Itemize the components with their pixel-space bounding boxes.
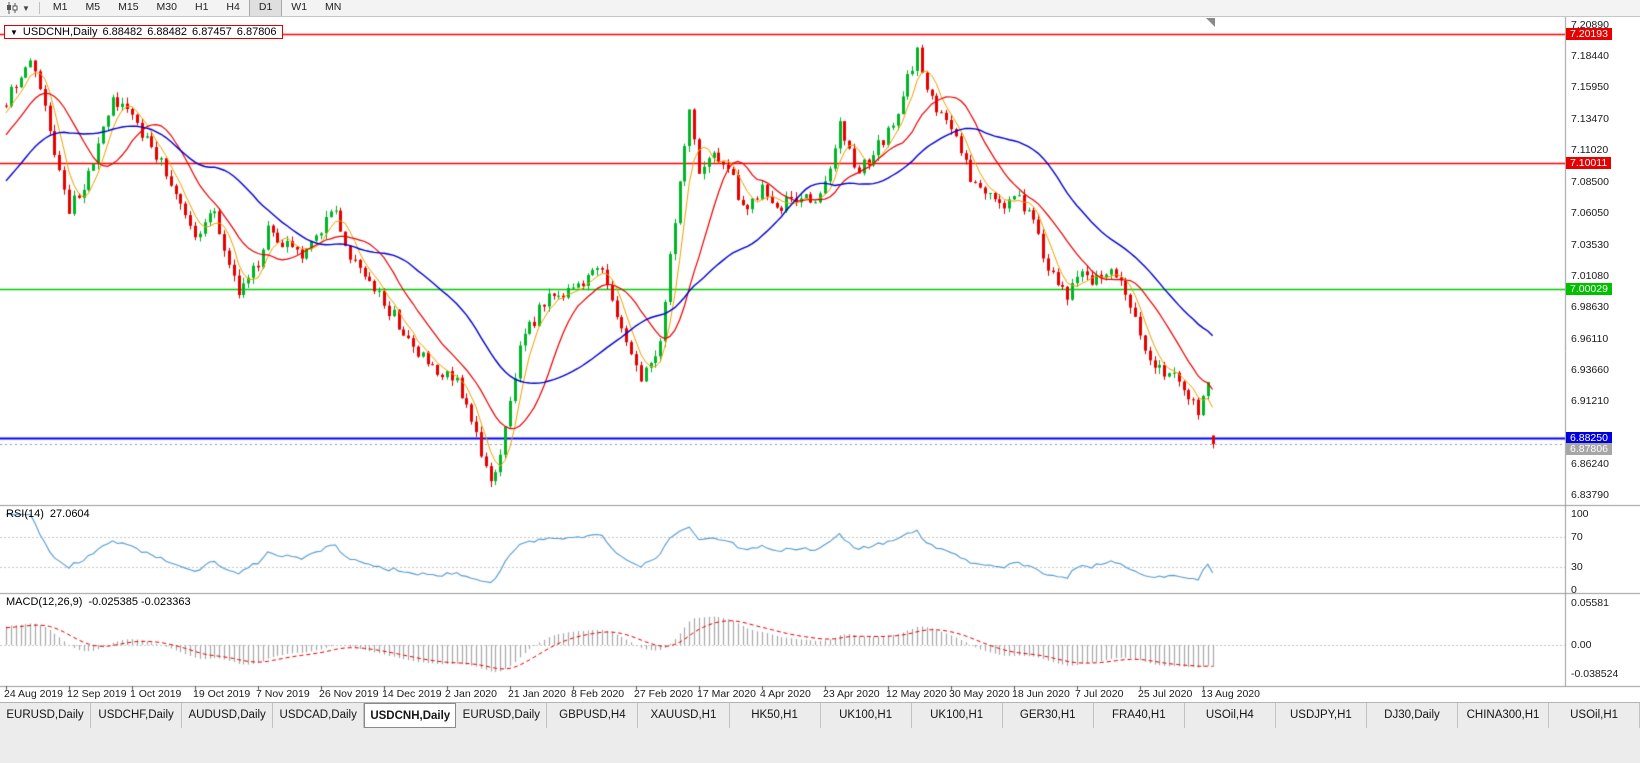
chart-tab-fra40-h1[interactable]: FRA40,H1 xyxy=(1093,703,1185,728)
macd-axis-label: 0.05581 xyxy=(1571,597,1609,610)
date-axis-label: 4 Apr 2020 xyxy=(760,688,811,700)
date-axis-label: 17 Mar 2020 xyxy=(697,688,756,700)
date-axis-label: 12 Sep 2019 xyxy=(67,688,127,700)
chart-tab-eurusd-daily[interactable]: EURUSD,Daily xyxy=(456,703,548,728)
timeframe-button-m5[interactable]: M5 xyxy=(85,1,101,13)
date-axis-label: 12 May 2020 xyxy=(886,688,947,700)
date-axis-label: 1 Oct 2019 xyxy=(130,688,182,700)
price-axis-label: 7.13470 xyxy=(1571,112,1609,125)
price-axis-label: 7.18440 xyxy=(1571,49,1609,62)
price-axis-label: 7.08500 xyxy=(1571,175,1609,188)
rsi-axis-label: 30 xyxy=(1571,561,1583,574)
chart-tab-usdcnh-daily[interactable]: USDCNH,Daily xyxy=(364,703,457,728)
price-axis-label: 6.86240 xyxy=(1571,457,1609,470)
collapse-triangle-icon[interactable]: ▼ xyxy=(10,27,18,37)
chart-tab-dj30-daily[interactable]: DJ30,Daily xyxy=(1366,703,1458,728)
price-axis-label: 7.11020 xyxy=(1571,143,1609,156)
timeframe-button-h4[interactable]: H4 xyxy=(226,1,240,13)
timeframe-toolbar: ▼ M1 M5 M15 M30 H1 H4 D1 W1 MN xyxy=(0,0,1640,17)
date-axis-label: 13 Aug 2020 xyxy=(1201,688,1260,700)
macd-values: -0.025385 -0.023363 xyxy=(88,596,191,608)
price-badge: 6.88250 xyxy=(1566,432,1612,445)
chart-tab-uk100-h1[interactable]: UK100,H1 xyxy=(820,703,912,728)
chart-tab-usoil-h1[interactable]: USOil,H1 xyxy=(1549,703,1640,728)
bottom-bar: EURUSD,Daily USDCHF,Daily AUDUSD,Daily USDC… xyxy=(0,702,1640,763)
ohlc-open: 6.88482 xyxy=(102,25,143,38)
price-badge: 6.87806 xyxy=(1566,443,1612,456)
macd-name: MACD(12,26,9) xyxy=(6,596,83,608)
price-axis-label: 6.96110 xyxy=(1571,332,1609,345)
candlestick-chart-icon xyxy=(7,2,18,14)
chart-tab-xauusd-h1[interactable]: XAUUSD,H1 xyxy=(638,703,730,728)
date-axis-label: 25 Jul 2020 xyxy=(1138,688,1193,700)
date-axis-label: 18 Jun 2020 xyxy=(1012,688,1070,700)
chart-tab-usdchf-daily[interactable]: USDCHF,Daily xyxy=(91,703,183,728)
macd-axis-label: 0.00 xyxy=(1571,639,1592,651)
chevron-down-icon: ▼ xyxy=(22,3,30,13)
rsi-indicator-label: RSI(14) 27.0604 xyxy=(6,508,90,520)
rsi-value: 27.0604 xyxy=(49,508,90,520)
macd-axis-label: -0.038524 xyxy=(1571,667,1619,680)
timeframe-button-d1[interactable]: D1 xyxy=(248,0,283,16)
price-badge: 7.00029 xyxy=(1566,283,1612,296)
rsi-name: RSI(14) xyxy=(6,508,44,520)
macd-indicator-label: MACD(12,26,9) -0.025385 -0.023363 xyxy=(6,596,191,608)
date-axis-label: 7 Jul 2020 xyxy=(1075,688,1124,700)
chart-shift-marker[interactable] xyxy=(1206,18,1215,27)
chart-tab-usdjpy-h1[interactable]: USDJPY,H1 xyxy=(1275,703,1367,728)
ohlc-low: 6.87457 xyxy=(192,25,232,38)
chart-tab-usoil-h4[interactable]: USOil,H4 xyxy=(1184,703,1276,728)
chart-tab-audusd-daily[interactable]: AUDUSD,Daily xyxy=(182,703,274,728)
timeframe-buttons: M1 M5 M15 M30 H1 H4 D1 W1 MN xyxy=(44,0,350,16)
price-axis-label: 6.91210 xyxy=(1571,394,1609,407)
timeframe-button-h1[interactable]: H1 xyxy=(194,1,209,13)
date-axis-label: 27 Feb 2020 xyxy=(634,688,693,700)
timeframe-button-mn[interactable]: MN xyxy=(325,1,342,13)
date-axis-label: 30 May 2020 xyxy=(949,688,1010,700)
chart-tabs-bar: EURUSD,Daily USDCHF,Daily AUDUSD,Daily USDC… xyxy=(0,703,1640,728)
price-axis-label: 7.15950 xyxy=(1571,81,1609,94)
symbol-name: USDCNH,Daily xyxy=(22,25,98,38)
timeframe-button-m1[interactable]: M1 xyxy=(52,1,68,13)
symbol-info-box: ▼ USDCNH,Daily 6.88482 6.88482 6.87457 6… xyxy=(4,25,283,39)
chart-tab-hk50-h1[interactable]: HK50,H1 xyxy=(729,703,821,728)
chart-tab-ger30-h1[interactable]: GER30,H1 xyxy=(1002,703,1094,728)
price-axis-label: 7.03530 xyxy=(1571,238,1609,251)
date-axis-label: 7 Nov 2019 xyxy=(256,688,310,700)
date-axis-label: 19 Oct 2019 xyxy=(193,688,251,700)
date-axis-label: 26 Nov 2019 xyxy=(319,688,379,700)
price-badge: 7.10011 xyxy=(1566,156,1612,169)
chart-tab-china300-h1[interactable]: CHINA300,H1 xyxy=(1458,703,1550,728)
timeframe-button-m30[interactable]: M30 xyxy=(156,1,177,13)
chart-type-button[interactable]: ▼ xyxy=(0,0,35,16)
date-axis-label: 8 Feb 2020 xyxy=(571,688,625,700)
date-axis-label: 23 Apr 2020 xyxy=(823,688,880,700)
price-axis-label: 6.93660 xyxy=(1571,363,1609,376)
chart-tab-usdcad-daily[interactable]: USDCAD,Daily xyxy=(273,703,365,728)
chart-tab-uk100-h1[interactable]: UK100,H1 xyxy=(911,703,1003,728)
toolbar-separator xyxy=(38,2,40,14)
price-badge: 7.20193 xyxy=(1566,27,1612,40)
date-axis-label: 14 Dec 2019 xyxy=(382,688,442,700)
date-axis-label: 2 Jan 2020 xyxy=(445,688,497,700)
date-axis-label: 21 Jan 2020 xyxy=(508,688,566,700)
timeframe-button-w1[interactable]: W1 xyxy=(291,1,308,13)
price-axis-label: 7.01080 xyxy=(1571,269,1609,282)
rsi-axis-label: 0 xyxy=(1571,584,1577,596)
price-axis-label: 6.83790 xyxy=(1571,488,1609,501)
price-axis-label: 7.06050 xyxy=(1571,206,1609,219)
chart-tab-eurusd-daily[interactable]: EURUSD,Daily xyxy=(0,703,92,728)
date-axis-label: 24 Aug 2019 xyxy=(4,688,63,700)
price-axis-label: 6.98630 xyxy=(1571,300,1609,313)
rsi-axis-label: 100 xyxy=(1571,508,1589,520)
rsi-axis-label: 70 xyxy=(1571,530,1583,543)
chart-tab-gbpusd-h4[interactable]: GBPUSD,H4 xyxy=(547,703,639,728)
ohlc-high: 6.88482 xyxy=(147,25,188,38)
timeframe-button-m15[interactable]: M15 xyxy=(118,1,139,13)
ohlc-close: 6.87806 xyxy=(236,25,277,38)
